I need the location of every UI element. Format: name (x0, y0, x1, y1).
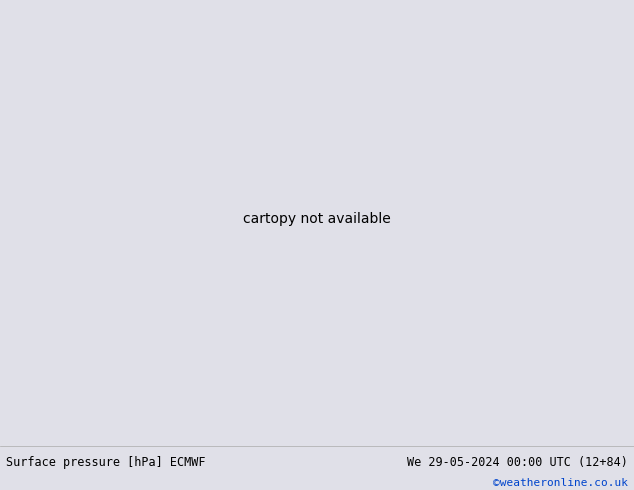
Text: cartopy not available: cartopy not available (243, 212, 391, 226)
Text: ©weatheronline.co.uk: ©weatheronline.co.uk (493, 478, 628, 489)
Text: Surface pressure [hPa] ECMWF: Surface pressure [hPa] ECMWF (6, 456, 206, 469)
Text: We 29-05-2024 00:00 UTC (12+84): We 29-05-2024 00:00 UTC (12+84) (407, 456, 628, 469)
